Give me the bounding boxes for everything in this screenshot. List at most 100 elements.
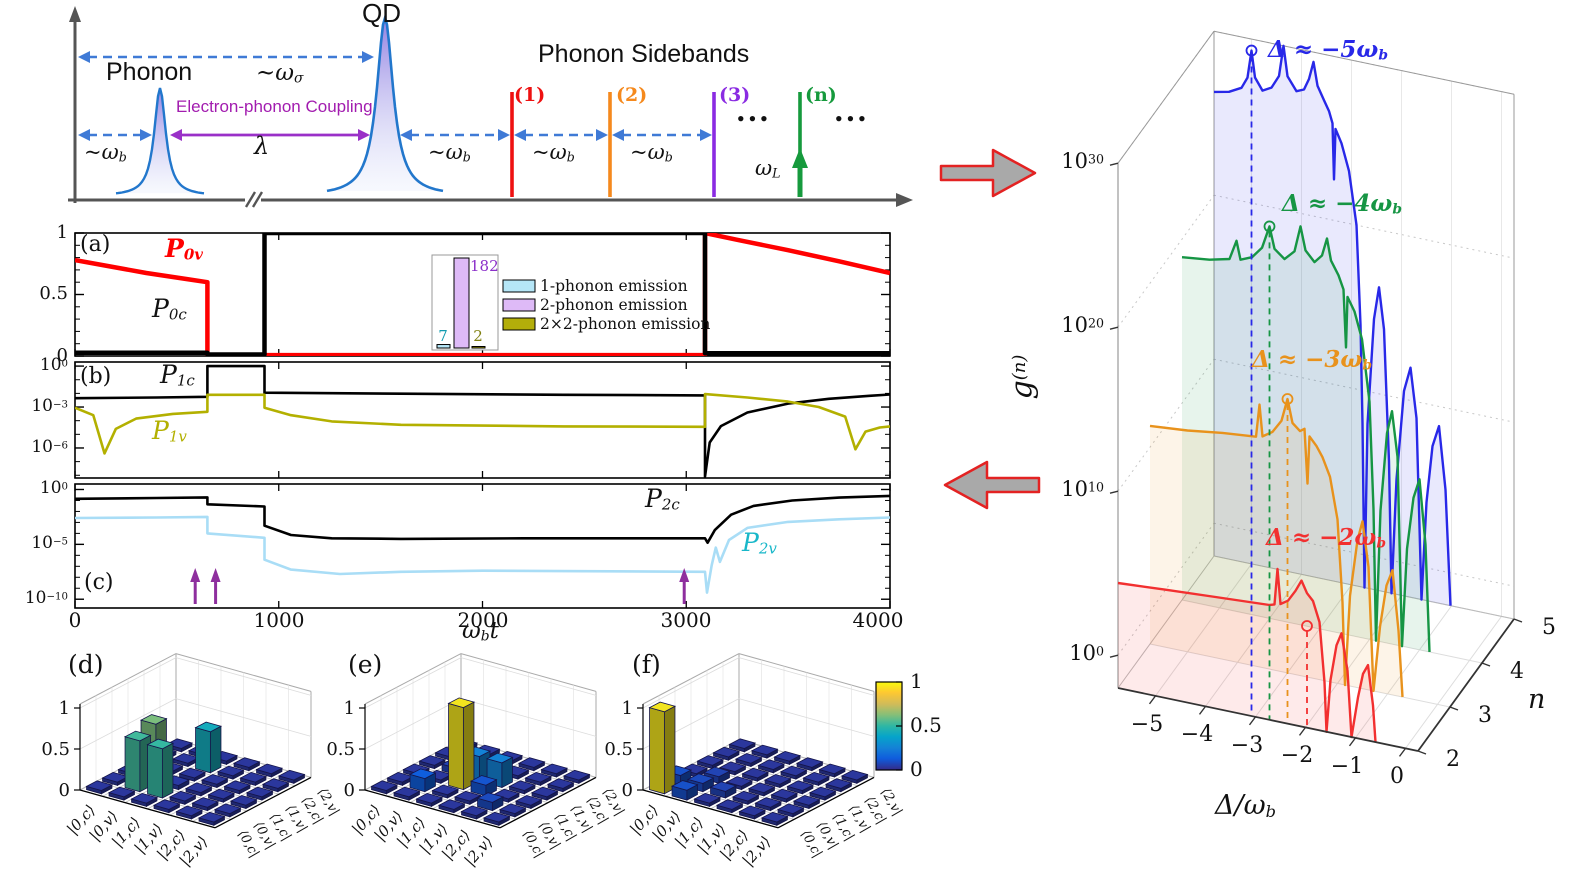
g-ytick-30: 1030 bbox=[1042, 151, 1104, 172]
bar-face-top bbox=[540, 763, 569, 775]
legend-swatch-0 bbox=[502, 279, 536, 293]
bar-face-top bbox=[213, 803, 242, 815]
bar-face-top bbox=[648, 701, 677, 713]
span-el: Δ ≈ −5ω bbox=[1268, 36, 1379, 63]
panel-a-ytick-05: 0.5 bbox=[28, 285, 68, 303]
span-el: 0.5 bbox=[910, 713, 942, 737]
span-el: 0.5 bbox=[39, 283, 68, 304]
curve-P_0c bbox=[75, 233, 890, 356]
bar-face-top bbox=[469, 775, 498, 786]
g-tick bbox=[1109, 654, 1119, 658]
sub-el: b bbox=[566, 149, 575, 165]
span-el: Δ ≈ −2ω bbox=[1266, 524, 1377, 551]
bar-face-top bbox=[517, 757, 546, 768]
g-ytick-0: 100 bbox=[1042, 643, 1104, 664]
bar-face-top bbox=[197, 811, 226, 823]
omega-L-label: ωL bbox=[755, 158, 781, 180]
sideband-2-label: (2) bbox=[616, 86, 647, 105]
span-el: Δ ≈ −4ω bbox=[1282, 190, 1393, 217]
col-axis-edge bbox=[499, 776, 597, 829]
sup-el: 0 bbox=[61, 358, 68, 370]
omega-b-label-1: ~ωb bbox=[84, 142, 127, 164]
waterfall-curve-n4 bbox=[1181, 225, 1431, 653]
row-axis-edge bbox=[364, 789, 501, 829]
span-el: 2 bbox=[1446, 747, 1460, 772]
bar-face-top bbox=[524, 771, 553, 783]
bar-face-right bbox=[663, 705, 676, 795]
omega-b-label-4: ~ωb bbox=[630, 142, 673, 164]
waterfall-fill-n2 bbox=[1118, 569, 1376, 743]
curve-label-n4: Δ ≈ −4ωb bbox=[1282, 192, 1402, 217]
z-tick-label: 0 bbox=[59, 780, 70, 801]
span-el: 10 bbox=[24, 588, 47, 608]
sub-el: b bbox=[1392, 201, 1402, 218]
span-el: 5 bbox=[1542, 615, 1556, 640]
curve-label-n5: Δ ≈ −5ωb bbox=[1268, 38, 1388, 63]
span-el: 10 bbox=[1061, 313, 1088, 337]
bar-face-top bbox=[747, 782, 776, 794]
phonon-sidebands-title: Phonon Sidebands bbox=[538, 42, 749, 67]
p0v-curve-label: P0v bbox=[165, 236, 203, 263]
sub-el: 1c bbox=[176, 371, 195, 390]
arrowhead-right bbox=[700, 129, 712, 141]
sub-el: b bbox=[664, 149, 673, 165]
peak-marker-n5 bbox=[1245, 44, 1258, 57]
time-axis-label: ωbt bbox=[462, 620, 499, 644]
curve-P_2c bbox=[75, 494, 890, 544]
bar-face-top bbox=[107, 786, 136, 798]
bar-face-left bbox=[124, 736, 141, 793]
bar-face-right bbox=[462, 701, 475, 791]
span-el: t bbox=[489, 618, 499, 644]
bar-face-top bbox=[546, 778, 575, 789]
span-el: ~ω bbox=[256, 60, 295, 86]
arrowhead-left bbox=[400, 129, 412, 141]
bar-face-top bbox=[85, 780, 114, 791]
wall-grid-z bbox=[79, 657, 177, 709]
sup-el: 0 bbox=[61, 481, 68, 493]
span-el: ••• bbox=[834, 110, 869, 128]
bar-face-top bbox=[191, 797, 220, 808]
span-el: ~ω bbox=[532, 140, 567, 164]
bar-face-top bbox=[229, 795, 258, 806]
g-tick bbox=[1109, 162, 1119, 166]
p2v-curve-label: P2v bbox=[742, 530, 777, 557]
bar-face-top bbox=[175, 805, 204, 817]
sub-el: b bbox=[480, 628, 490, 645]
sub-el: L bbox=[772, 165, 781, 181]
bar-face-top bbox=[139, 714, 168, 725]
bar-face-top bbox=[245, 786, 274, 798]
axis-break-slash-1 bbox=[244, 191, 257, 208]
bar-face-top bbox=[508, 780, 537, 791]
bar-face-top bbox=[223, 780, 252, 791]
span-el: 1 bbox=[910, 669, 923, 693]
qd-peak-curve bbox=[326, 13, 444, 193]
flow-arrow-right-shape bbox=[939, 148, 1037, 198]
wall-grid-z bbox=[79, 698, 177, 750]
p1v-curve-label: P1v bbox=[152, 418, 187, 445]
bar-face-top bbox=[802, 771, 831, 783]
arrowhead-right bbox=[498, 129, 510, 141]
panel-a-ytick-1: 1 bbox=[28, 224, 68, 242]
qd-peak-fill bbox=[327, 18, 443, 191]
span-el: 4 bbox=[1510, 659, 1524, 684]
omega-sigma-label: ~ωσ bbox=[256, 62, 303, 86]
panel-b-ytick-m3: 10−3 bbox=[20, 398, 68, 415]
floor-edge-left bbox=[1117, 555, 1215, 689]
flow-arrow-left-shape bbox=[943, 460, 1041, 510]
legend-swatch-1 bbox=[502, 298, 536, 312]
panel-c-ytick-m10: 10−10 bbox=[14, 590, 68, 607]
inset-bar-0 bbox=[436, 344, 451, 349]
g-tick bbox=[1109, 490, 1119, 494]
z-tick-label: 0.5 bbox=[41, 739, 70, 760]
bar-face-top bbox=[261, 778, 290, 789]
wall-grid-z bbox=[364, 657, 462, 709]
bar-face-top bbox=[754, 797, 783, 808]
span-el: (1) bbox=[514, 84, 546, 106]
wall-grid-z bbox=[738, 657, 875, 696]
delta-tick bbox=[1248, 716, 1257, 726]
span-el: 10 bbox=[31, 437, 53, 457]
panel-e-tag: (e) bbox=[348, 652, 382, 677]
colorbar-tick-0: 0 bbox=[910, 759, 923, 779]
panel-c-ytick-0: 100 bbox=[20, 480, 68, 497]
waterfall-fill-n5 bbox=[1214, 45, 1451, 606]
